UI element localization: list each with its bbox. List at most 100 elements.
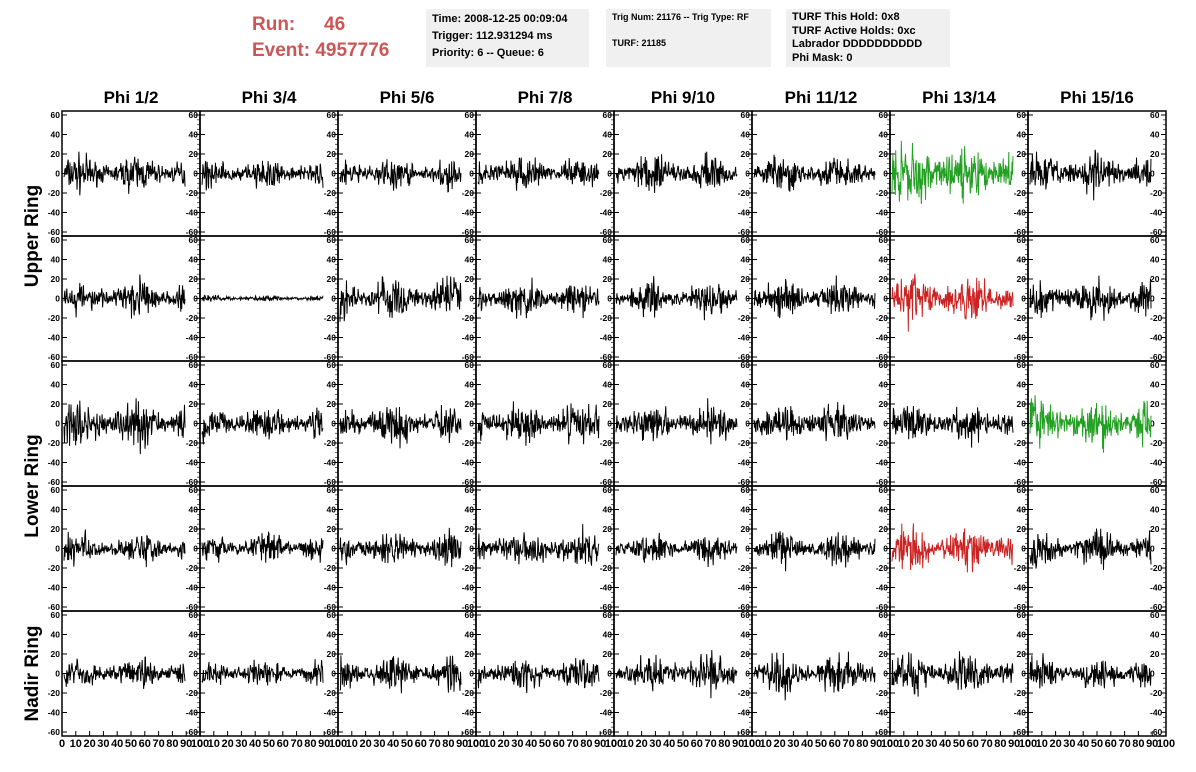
ytick-label: 0 (331, 669, 336, 679)
ytick-label-right: 60 (1150, 110, 1160, 120)
ytick-label: -20 (738, 438, 751, 448)
xtick-label: 20 (635, 738, 647, 750)
ytick-label: 20 (51, 649, 61, 659)
ytick-label: 0 (883, 544, 888, 554)
ytick-label-right: 60 (1150, 485, 1160, 495)
xtick-label: 60 (277, 738, 289, 750)
ytick-label: -60 (186, 727, 199, 737)
ytick-label: 40 (603, 505, 613, 515)
ytick-label: 0 (331, 169, 336, 179)
ytick-label: 40 (465, 380, 475, 390)
xtick-label: 50 (1091, 738, 1103, 750)
ytick-label: -40 (324, 333, 337, 343)
ytick-label: 20 (189, 399, 199, 409)
xtick-label: 0 (611, 738, 617, 750)
ytick-label: 20 (741, 649, 751, 659)
xtick-label: 70 (980, 738, 992, 750)
xtick-label: 90 (456, 738, 468, 750)
ytick-label: 60 (327, 485, 337, 495)
ytick-label: -40 (1014, 458, 1027, 468)
ytick-label: 20 (603, 399, 613, 409)
ytick-label: 0 (1021, 294, 1026, 304)
ytick-label: 60 (603, 110, 613, 120)
ytick-label: 0 (469, 544, 474, 554)
waveform-trace-r1-c7 (1029, 275, 1152, 321)
ytick-label: 40 (879, 505, 889, 515)
ytick-label: -20 (324, 313, 337, 323)
column-header-3: Phi 5/6 (380, 88, 435, 107)
ytick-label: 20 (879, 399, 889, 409)
ytick-label: -40 (600, 583, 613, 593)
xtick-label: 80 (856, 738, 868, 750)
ytick-label: -40 (738, 208, 751, 218)
xtick-label: 80 (1132, 738, 1144, 750)
ytick-label: 0 (607, 669, 612, 679)
ytick-label: 60 (1017, 110, 1027, 120)
xtick-label: 80 (994, 738, 1006, 750)
waveform-trace-r4-c2 (339, 655, 462, 694)
ytick-label: -40 (876, 458, 889, 468)
ytick-label: 40 (1017, 630, 1027, 640)
xtick-label: 0 (335, 738, 341, 750)
xtick-label: 10 (898, 738, 910, 750)
ytick-label: 20 (879, 524, 889, 534)
xtick-label: 50 (125, 738, 137, 750)
ytick-label-right: 40 (1150, 255, 1160, 265)
ytick-label: 60 (51, 360, 61, 370)
panel-frame-r1-c2 (337, 235, 477, 362)
ytick-label-right: -40 (1150, 708, 1163, 718)
xtick-label: 20 (221, 738, 233, 750)
waveform-trace-r0-c2 (339, 159, 462, 193)
ytick-label: 60 (741, 360, 751, 370)
labrador-line: Labrador DDDDDDDDDD (792, 38, 923, 50)
column-header-6: Phi 11/12 (785, 88, 858, 107)
xtick-label: 40 (663, 738, 675, 750)
ytick-label: 40 (879, 255, 889, 265)
ytick-label: 40 (465, 505, 475, 515)
ytick-label-right: 0 (1150, 294, 1155, 304)
ytick-label: 20 (465, 399, 475, 409)
ytick-label-right: -20 (1150, 688, 1163, 698)
ytick-label: 0 (1021, 419, 1026, 429)
xtick-label: 30 (97, 738, 109, 750)
ytick-label: 40 (741, 380, 751, 390)
ytick-label-right: -60 (1150, 602, 1163, 612)
waveform-trace-r4-c6 (891, 651, 1014, 697)
ytick-label: 20 (879, 149, 889, 159)
xtick-label: 60 (691, 738, 703, 750)
ytick-label-right: -20 (1150, 188, 1163, 198)
xtick-label: 20 (911, 738, 923, 750)
ytick-label: 60 (603, 485, 613, 495)
ytick-label: 0 (55, 169, 60, 179)
waveform-trace-r2-c1 (201, 407, 324, 445)
ytick-label: 20 (603, 149, 613, 159)
ytick-label: -40 (186, 458, 199, 468)
ytick-label-right: 0 (1150, 169, 1155, 179)
ytick-label: -60 (462, 227, 475, 237)
ytick-label-right: -20 (1150, 313, 1163, 323)
ytick-label: 40 (189, 255, 199, 265)
waveform-trace-r0-c6 (891, 140, 1014, 205)
ytick-label: 20 (1017, 149, 1027, 159)
ytick-label: -20 (462, 438, 475, 448)
ytick-label: -40 (600, 208, 613, 218)
ytick-label: 0 (745, 544, 750, 554)
ytick-label: -40 (738, 583, 751, 593)
ytick-label: -40 (186, 208, 199, 218)
ytick-label: 20 (51, 274, 61, 284)
ytick-label: 60 (603, 360, 613, 370)
ytick-label: 20 (1017, 399, 1027, 409)
ytick-label: 20 (327, 524, 337, 534)
xtick-label: 90 (732, 738, 744, 750)
xtick-label: 70 (152, 738, 164, 750)
ytick-label: -60 (462, 727, 475, 737)
xtick-label: 20 (773, 738, 785, 750)
ytick-label: -20 (324, 188, 337, 198)
xtick-label: 70 (566, 738, 578, 750)
ytick-label: -60 (324, 477, 337, 487)
ytick-label: 0 (55, 544, 60, 554)
ytick-label: 60 (465, 360, 475, 370)
xtick-label: 50 (263, 738, 275, 750)
ytick-label: -20 (462, 688, 475, 698)
ytick-label: 60 (51, 235, 61, 245)
